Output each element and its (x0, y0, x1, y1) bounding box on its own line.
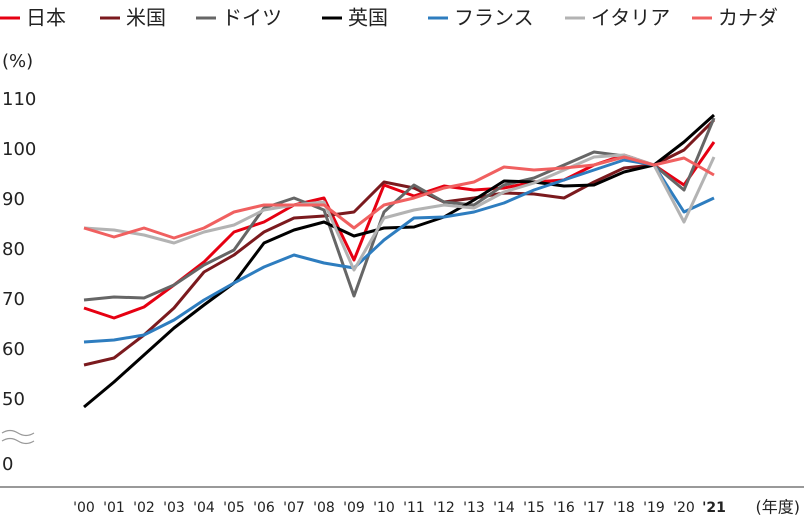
x-tick-label: '20 (673, 500, 695, 516)
x-tick-label: '15 (523, 500, 545, 516)
x-unit: (年度) (756, 498, 801, 517)
y-tick-label: 90 (2, 189, 25, 210)
axis-break (1, 429, 35, 445)
legend-label: カナダ (718, 6, 778, 30)
x-tick-label: '17 (583, 500, 605, 516)
legend-label: 日本 (26, 6, 66, 30)
x-tick-label: '01 (103, 500, 125, 516)
x-tick-label: '21 (702, 500, 726, 516)
series-line (83, 118, 716, 367)
y-tick-label: 80 (2, 239, 25, 260)
x-tick-label: '13 (463, 500, 485, 516)
x-tick-label: '18 (613, 500, 635, 516)
y-tick-label: 60 (2, 339, 25, 360)
x-tick-label: '16 (553, 500, 575, 516)
series-line (83, 153, 716, 272)
y-tick-label: 70 (2, 289, 25, 310)
legend-label: 英国 (348, 6, 388, 30)
y-tick-label: 100 (2, 139, 36, 160)
y-tick-label: 110 (2, 89, 36, 110)
x-tick-label: '05 (223, 500, 245, 516)
y-unit: (%) (2, 51, 33, 72)
series-line (83, 117, 716, 302)
x-tick-label: '03 (163, 500, 185, 516)
x-tick-label: '19 (643, 500, 665, 516)
x-tick-label: '12 (433, 500, 455, 516)
y-tick-label: 0 (2, 454, 13, 475)
legend-label: ドイツ (222, 6, 282, 30)
x-tick-label: '14 (493, 500, 515, 516)
x-tick-label: '08 (313, 500, 335, 516)
x-tick-label: '02 (133, 500, 155, 516)
x-tick-label: '10 (373, 500, 395, 516)
y-tick-label: 50 (2, 389, 25, 410)
x-tick-label: '00 (73, 500, 95, 516)
legend-label: 米国 (126, 6, 166, 30)
x-tick-label: '04 (193, 500, 215, 516)
x-tick-label: '07 (283, 500, 305, 516)
series-line (83, 158, 715, 344)
x-tick-label: '06 (253, 500, 275, 516)
x-tick-label: '09 (343, 500, 365, 516)
legend-label: フランス (454, 6, 534, 30)
x-tick-label: '11 (403, 500, 425, 516)
legend-label: イタリア (591, 6, 670, 30)
series-line (83, 155, 715, 240)
